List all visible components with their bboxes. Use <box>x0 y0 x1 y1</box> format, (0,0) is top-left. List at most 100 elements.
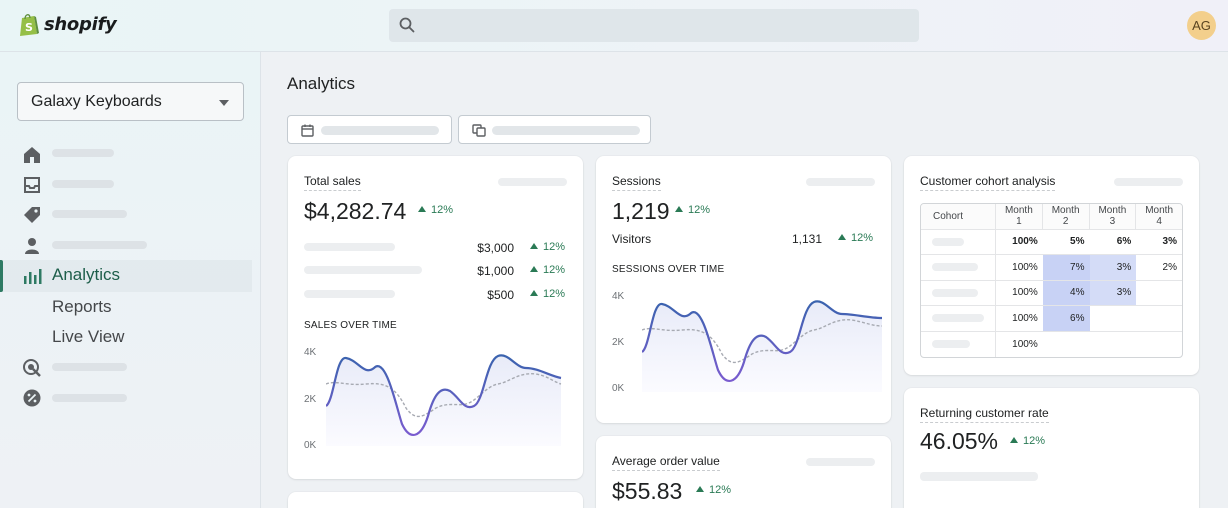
column-header: Month 1 <box>996 204 1043 230</box>
chart-title: SALES OVER TIME <box>304 320 397 331</box>
row-label-placeholder <box>304 243 395 251</box>
calendar-icon <box>301 124 314 137</box>
store-selector[interactable]: Galaxy Keyboards <box>17 82 244 121</box>
average-order-value-card[interactable]: Average order value $55.83 12% <box>596 436 891 508</box>
change-badge: 12% <box>530 264 565 276</box>
comparison-line <box>642 319 883 363</box>
cohort-cell: 3% <box>1089 280 1137 306</box>
cohort-cell <box>1090 332 1137 358</box>
cohort-label-placeholder <box>921 331 996 357</box>
change-badge: 12% <box>1010 435 1045 447</box>
table-row: 100% 5% 6% 3% <box>921 229 1182 255</box>
aov-value: $55.83 <box>612 478 683 504</box>
cohort-cell: 3% <box>1089 255 1137 281</box>
cohort-label-placeholder <box>921 255 996 281</box>
cohort-cell: 6% <box>1042 306 1090 332</box>
column-header: Month 4 <box>1136 204 1182 230</box>
card-title: Total sales <box>304 174 361 191</box>
sidebar-active-indicator <box>0 260 3 292</box>
cohort-cell: 100% <box>996 230 1043 255</box>
sales-area-fill <box>326 355 561 446</box>
total-sales-card[interactable]: Total sales $4,282.74 12% $3,000 12% $1,… <box>288 156 583 479</box>
change-badge: 12% <box>530 288 565 300</box>
comparison-placeholder <box>492 126 640 135</box>
change-badge: 12% <box>675 204 710 216</box>
chevron-down-icon <box>219 100 229 106</box>
y-axis-tick: 0K <box>304 440 317 451</box>
sessions-area-fill <box>642 301 882 392</box>
sidebar-active-highlight <box>0 260 252 292</box>
tag-icon <box>24 207 40 223</box>
comparison-line <box>326 373 562 417</box>
logo-wordmark: shopify <box>44 14 117 35</box>
sidebar-subitem-live-view[interactable]: Live View <box>52 327 125 346</box>
sessions-line-chart <box>642 300 883 392</box>
card-title: Sessions <box>612 174 661 191</box>
visitors-label: Visitors <box>612 232 652 246</box>
cohort-cell <box>1089 306 1137 332</box>
y-axis-tick: 2K <box>612 337 625 348</box>
breakdown-value: $500 <box>487 288 514 302</box>
row-label-placeholder <box>304 290 395 298</box>
cohort-cell <box>1136 332 1182 358</box>
card-action-placeholder <box>1114 178 1183 186</box>
sessions-value: 1,219 <box>612 198 670 224</box>
y-axis-tick: 0K <box>612 383 625 394</box>
sidebar-item-label-placeholder <box>52 149 114 157</box>
row-label-placeholder <box>304 266 422 274</box>
card-title: Customer cohort analysis <box>920 174 1056 191</box>
cohort-cell <box>1043 332 1090 358</box>
sidebar-item-label-placeholder <box>52 394 127 402</box>
cohort-cell: 100% <box>996 281 1043 306</box>
sidebar-subitem-reports[interactable]: Reports <box>52 297 112 316</box>
cohort-cell <box>1136 306 1182 332</box>
target-icon <box>23 359 41 377</box>
column-header: Month 2 <box>1042 204 1090 230</box>
sales-line-chart <box>326 354 562 446</box>
cohort-cell: 100% <box>996 306 1043 332</box>
shopify-logo[interactable]: S shopify <box>18 12 117 37</box>
cohort-cell: 7% <box>1042 255 1090 281</box>
sidebar-item-label-placeholder <box>52 210 127 218</box>
y-axis-tick: 2K <box>304 394 317 405</box>
top-bar: S shopify AG <box>0 0 1228 52</box>
total-sales-value: $4,282.74 <box>304 198 407 224</box>
card-action-placeholder <box>498 178 567 186</box>
search-bar[interactable] <box>389 9 919 42</box>
cohort-cell: 5% <box>1042 230 1090 255</box>
breakdown-value: $1,000 <box>477 264 514 278</box>
sidebar: Galaxy Keyboards Analytics Reports Live … <box>0 52 261 508</box>
sidebar-item-label: Analytics <box>52 265 121 284</box>
cohort-cell: 3% <box>1136 230 1182 255</box>
page-title: Analytics <box>287 74 356 93</box>
sidebar-item-label-placeholder <box>52 180 114 188</box>
table-header-row: Cohort Month 1 Month 2 Month 3 Month 4 <box>921 204 1182 230</box>
cohort-label-placeholder <box>921 280 996 306</box>
cohort-cell: 4% <box>1042 280 1090 306</box>
cohort-cell <box>1136 281 1182 306</box>
visitors-value: 1,131 <box>791 232 822 246</box>
bar-chart-icon <box>24 269 42 284</box>
sessions-card[interactable]: Sessions 1,219 12% Visitors 1,131 12% SE… <box>596 156 891 423</box>
sidebar-item-label-placeholder <box>52 363 127 371</box>
inbox-icon <box>24 177 40 193</box>
cohort-cell: 100% <box>1012 338 1038 350</box>
cohort-cell: 6% <box>1089 230 1137 255</box>
date-range-picker[interactable] <box>287 115 452 144</box>
additional-card[interactable] <box>288 492 583 508</box>
home-icon <box>24 147 40 163</box>
table-row: 100% 7% 3% 2% <box>921 255 1182 281</box>
table-row: 100% 4% 3% <box>921 280 1182 306</box>
comparison-picker[interactable] <box>458 115 651 144</box>
card-action-placeholder <box>806 458 875 466</box>
customer-cohort-card[interactable]: Customer cohort analysis Cohort Month 1 … <box>904 156 1199 375</box>
avatar[interactable]: AG <box>1187 11 1216 40</box>
y-axis-tick: 4K <box>304 347 317 358</box>
person-icon <box>25 238 39 254</box>
compare-calendar-icon <box>472 124 486 137</box>
returning-customer-rate-card[interactable]: Returning customer rate 46.05% 12% <box>904 388 1199 508</box>
breakdown-value: $3,000 <box>477 241 514 255</box>
card-action-placeholder <box>806 178 875 186</box>
store-name: Galaxy Keyboards <box>31 93 162 110</box>
column-header: Cohort <box>921 204 996 230</box>
